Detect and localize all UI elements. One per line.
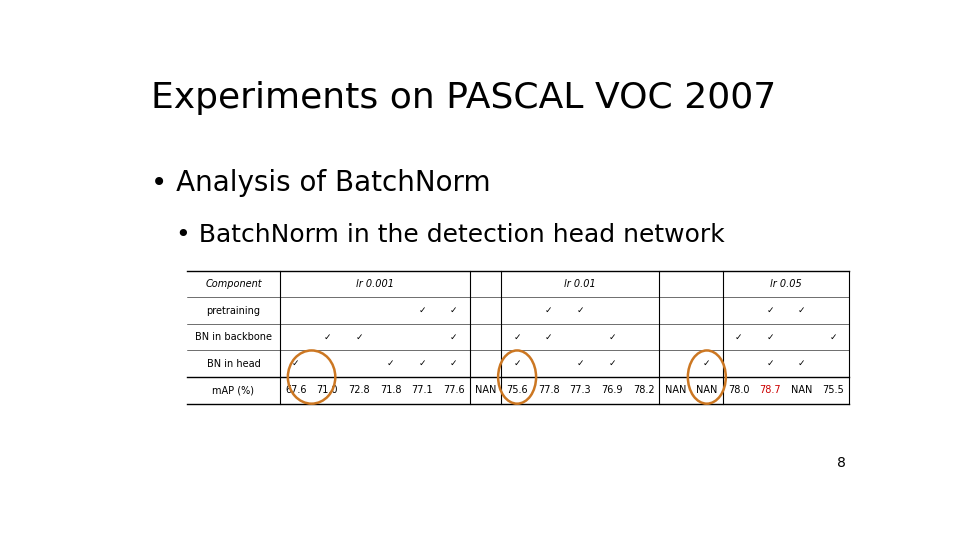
Text: mAP (%): mAP (%)	[212, 386, 254, 395]
Text: ✓: ✓	[514, 359, 521, 368]
Text: ✓: ✓	[703, 359, 710, 368]
Text: 72.8: 72.8	[348, 386, 370, 395]
Text: ✓: ✓	[292, 359, 300, 368]
Text: Experiments on PASCAL VOC 2007: Experiments on PASCAL VOC 2007	[152, 82, 777, 116]
Text: 76.9: 76.9	[601, 386, 623, 395]
Text: ✓: ✓	[766, 359, 774, 368]
Text: ✓: ✓	[766, 333, 774, 342]
Text: ✓: ✓	[514, 333, 521, 342]
Text: • Analysis of BatchNorm: • Analysis of BatchNorm	[152, 168, 491, 197]
Text: ✓: ✓	[450, 306, 458, 315]
Text: ✓: ✓	[545, 333, 553, 342]
Text: 71.0: 71.0	[317, 386, 338, 395]
Text: ✓: ✓	[324, 333, 331, 342]
Text: NAN: NAN	[791, 386, 812, 395]
Text: pretraining: pretraining	[206, 306, 260, 315]
Text: ✓: ✓	[387, 359, 395, 368]
Text: NAN: NAN	[696, 386, 717, 395]
Text: ✓: ✓	[609, 359, 615, 368]
Text: lr 0.001: lr 0.001	[356, 279, 394, 289]
Text: • BatchNorm in the detection head network: • BatchNorm in the detection head networ…	[176, 223, 725, 247]
Text: ✓: ✓	[829, 333, 837, 342]
Text: ✓: ✓	[419, 306, 426, 315]
Text: BN in backbone: BN in backbone	[195, 332, 272, 342]
Text: ✓: ✓	[419, 359, 426, 368]
Text: 71.8: 71.8	[380, 386, 401, 395]
Text: Component: Component	[205, 279, 262, 289]
Text: ✓: ✓	[355, 333, 363, 342]
Text: 78.2: 78.2	[633, 386, 655, 395]
Text: ✓: ✓	[450, 333, 458, 342]
Text: ✓: ✓	[798, 306, 805, 315]
Text: NAN: NAN	[664, 386, 685, 395]
Text: lr 0.01: lr 0.01	[564, 279, 596, 289]
Text: 77.1: 77.1	[412, 386, 433, 395]
Text: ✓: ✓	[766, 306, 774, 315]
Text: ✓: ✓	[609, 333, 615, 342]
Text: ✓: ✓	[545, 306, 553, 315]
Text: 67.6: 67.6	[285, 386, 306, 395]
Text: 77.6: 77.6	[444, 386, 465, 395]
Text: NAN: NAN	[475, 386, 496, 395]
Text: 77.3: 77.3	[569, 386, 591, 395]
Text: 78.0: 78.0	[728, 386, 749, 395]
Text: 78.7: 78.7	[759, 386, 780, 395]
Text: 75.6: 75.6	[506, 386, 528, 395]
Text: ✓: ✓	[450, 359, 458, 368]
Text: ✓: ✓	[577, 306, 584, 315]
Text: 77.8: 77.8	[538, 386, 560, 395]
Text: ✓: ✓	[577, 359, 584, 368]
Text: ✓: ✓	[734, 333, 742, 342]
Text: lr 0.05: lr 0.05	[770, 279, 802, 289]
Text: 75.5: 75.5	[823, 386, 844, 395]
Text: 8: 8	[836, 456, 846, 470]
Text: ✓: ✓	[798, 359, 805, 368]
Text: BN in head: BN in head	[206, 359, 260, 369]
